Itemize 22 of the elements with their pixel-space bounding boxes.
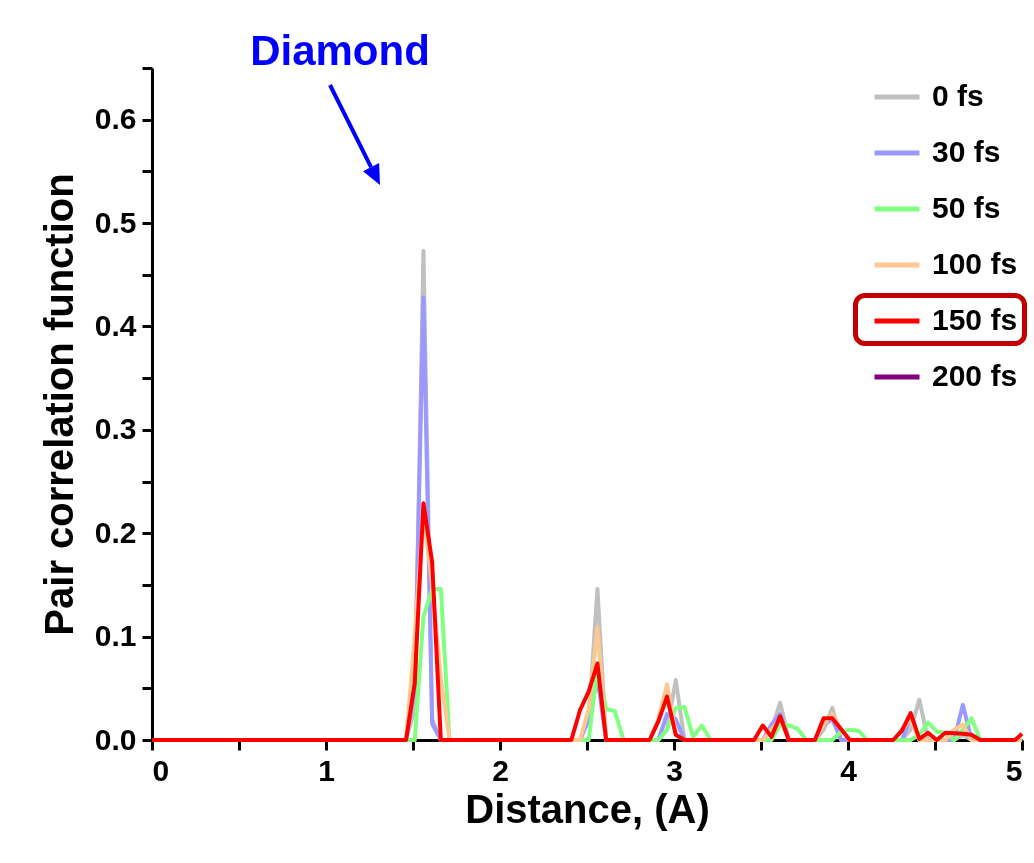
- annotation: Diamond: [250, 27, 430, 74]
- legend-label: 100 fs: [932, 247, 1018, 280]
- legend-label: 50 fs: [932, 191, 1001, 224]
- y-axis-title: Pair correlation function: [36, 173, 81, 636]
- y-tick-label: 0.0: [94, 722, 137, 756]
- x-tick-label: 1: [318, 753, 335, 787]
- legend-label: 150 fs: [932, 303, 1018, 336]
- x-tick-label: 5: [1005, 753, 1023, 787]
- x-tick-label: 0: [152, 753, 170, 787]
- legend-label: 0 fs: [932, 79, 984, 112]
- x-axis-title: Distance, (A): [465, 786, 710, 831]
- legend-label: 30 fs: [932, 135, 1001, 168]
- y-tick-label: 0.5: [94, 205, 137, 239]
- y-tick-label: 0.2: [94, 515, 137, 549]
- x-tick-label: 4: [840, 753, 858, 787]
- y-tick-label: 0.3: [94, 412, 137, 446]
- legend-label: 200 fs: [932, 359, 1018, 392]
- y-tick-label: 0.6: [94, 102, 137, 136]
- x-tick-label: 3: [666, 753, 683, 787]
- y-tick-label: 0.4: [94, 308, 137, 342]
- x-tick-label: 2: [492, 753, 509, 787]
- y-tick-label: 0.1: [94, 619, 137, 653]
